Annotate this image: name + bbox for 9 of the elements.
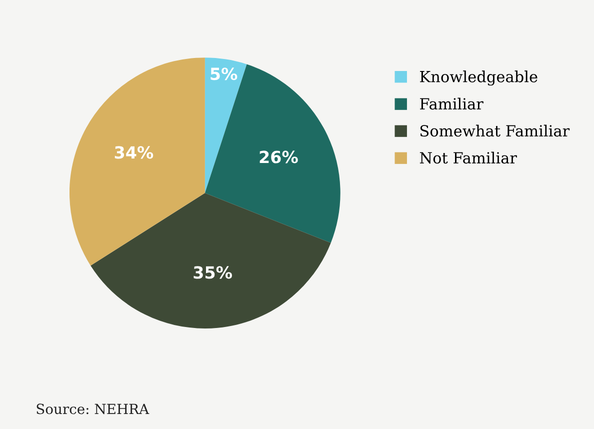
legend-label: Somewhat Familiar: [420, 124, 570, 137]
legend-label: Familiar: [420, 98, 484, 110]
data-label: 26%: [260, 150, 298, 164]
data-label: 5%: [210, 68, 238, 80]
data-label: 34%: [114, 146, 154, 159]
legend-label: Not Familiar: [420, 152, 517, 164]
legend-label: Knowledgeable: [420, 70, 538, 86]
data-label: 35%: [194, 266, 232, 279]
source-note: Source: NEHRA: [36, 404, 150, 414]
